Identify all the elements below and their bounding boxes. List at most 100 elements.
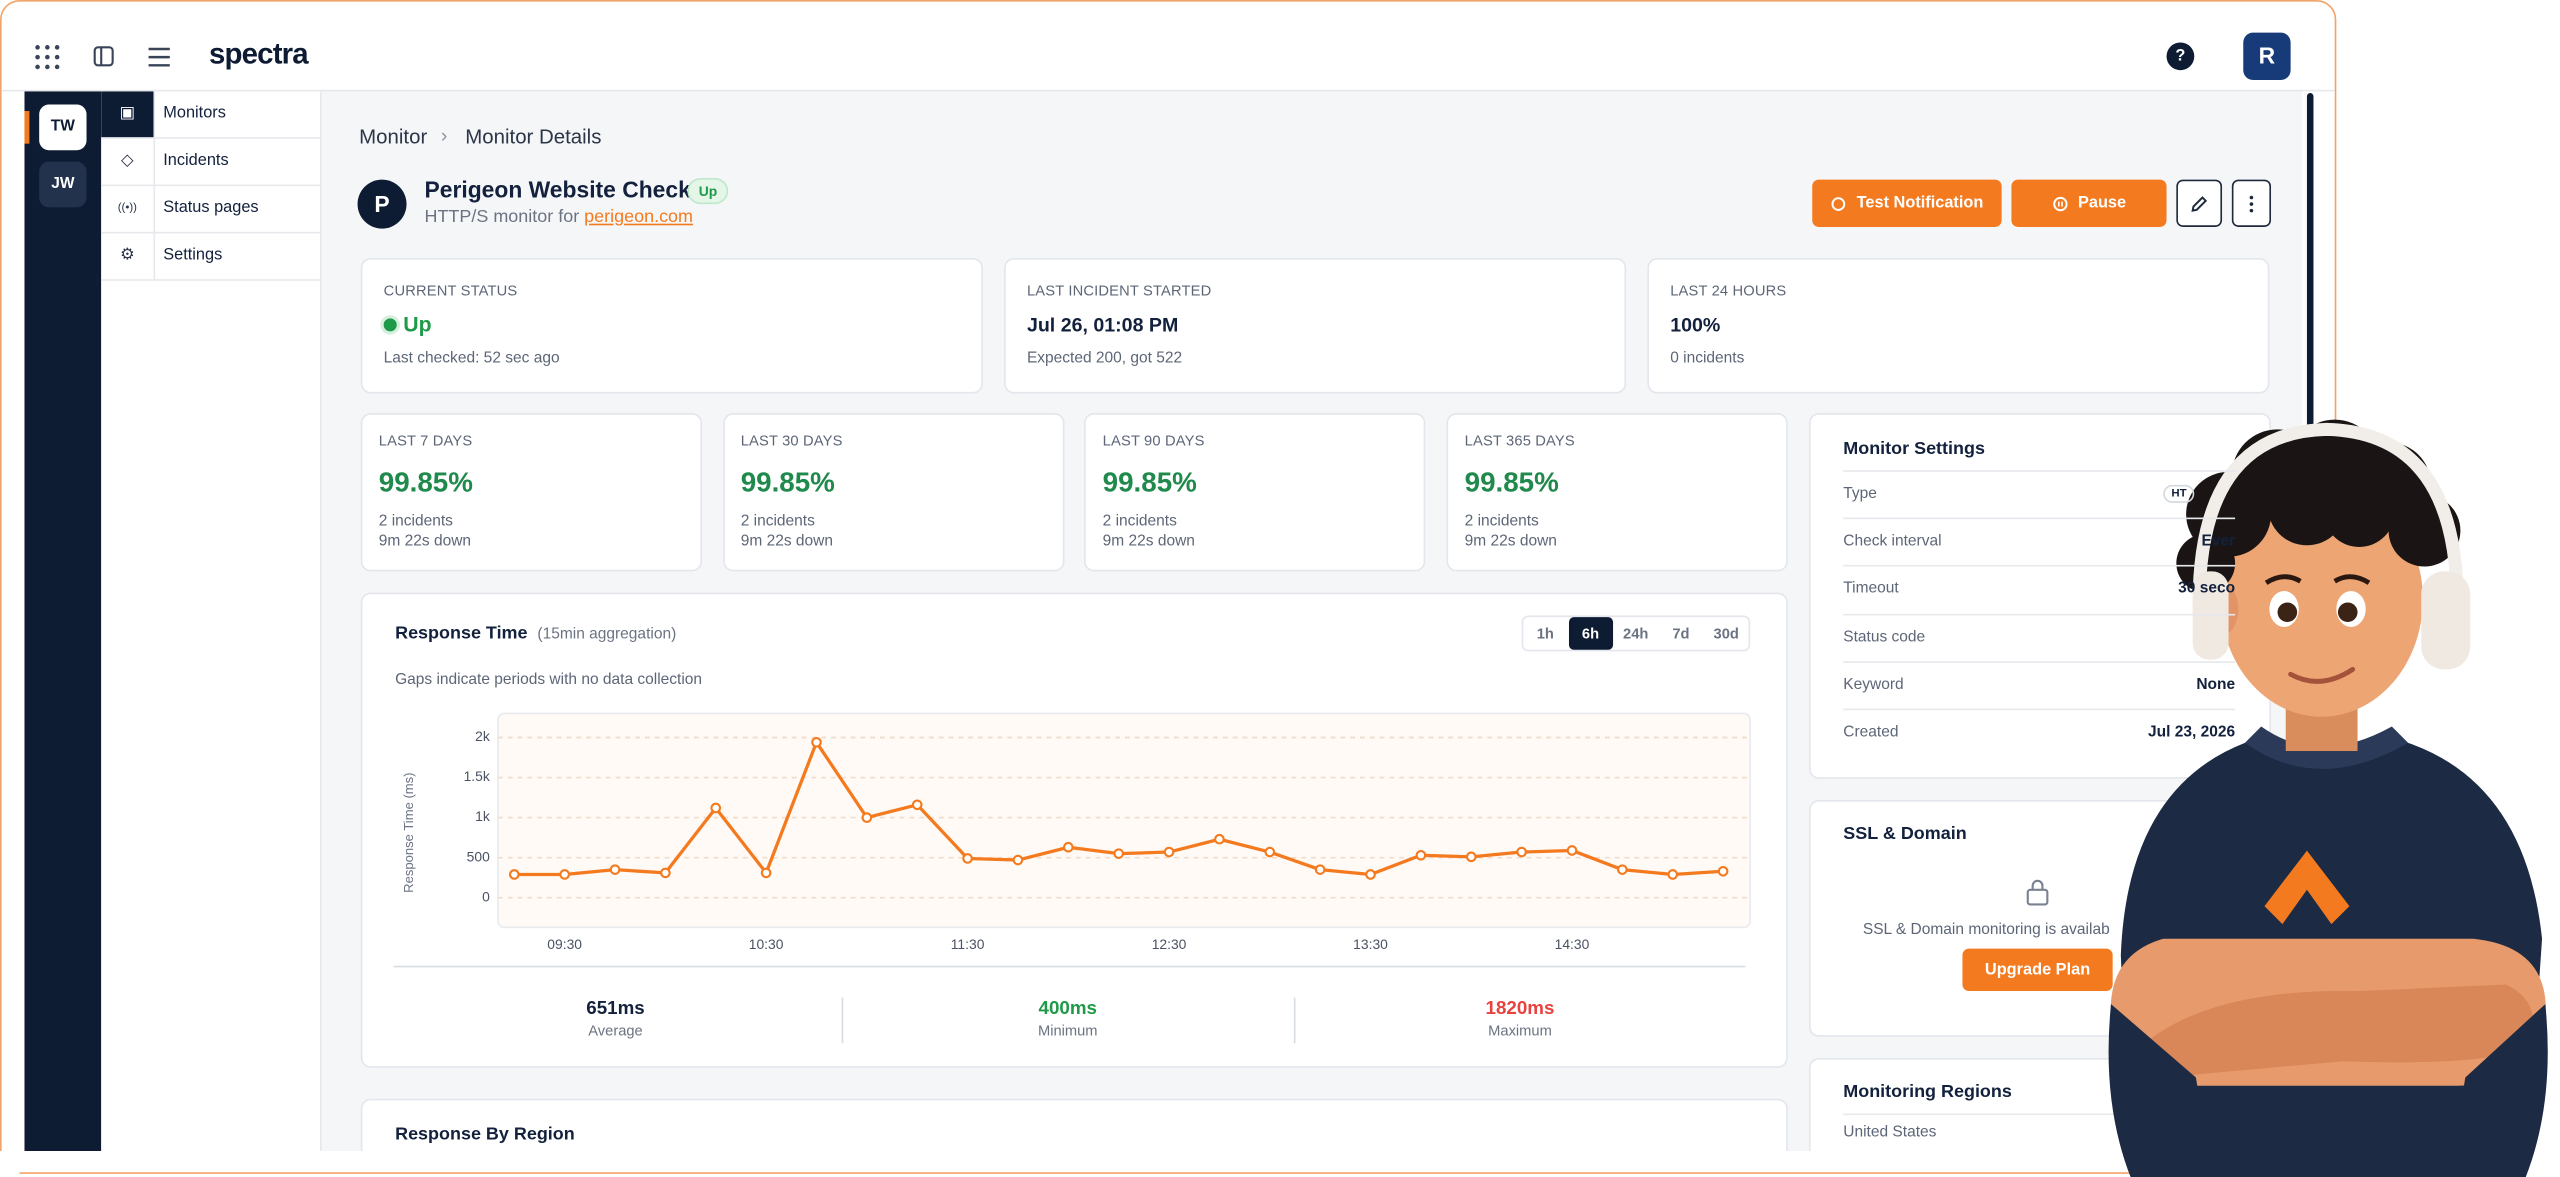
nav-item[interactable]: Settings: [163, 246, 223, 265]
rail-indicator: [24, 111, 30, 144]
setting-label: Created: [1843, 723, 1899, 742]
edit-icon: [2191, 195, 2208, 212]
data-point: [609, 864, 621, 875]
y-tick-label: 1k: [475, 808, 490, 824]
uptime-card: [1446, 413, 1788, 572]
settings-divider: [1843, 708, 2236, 711]
uptime-value: 99.85%: [378, 466, 473, 498]
subtitle-text: HTTP/S monitor for: [424, 207, 580, 227]
card-label: LAST 24 HOURS: [1670, 282, 1787, 299]
sidebar-toggle-icon[interactable]: [93, 46, 114, 67]
apps-icon[interactable]: [35, 45, 60, 70]
menu-icon[interactable]: [148, 47, 170, 67]
stat-value: 400ms: [1039, 997, 1097, 1018]
data-point: [1163, 846, 1175, 858]
settings-divider: [1843, 613, 2236, 615]
stat-value: 1820ms: [1486, 997, 1555, 1018]
logo[interactable]: spectra: [208, 37, 309, 71]
range-button[interactable]: 24h: [1623, 625, 1649, 642]
more-button[interactable]: [2231, 179, 2272, 227]
data-point: [1264, 846, 1276, 858]
nav-row-divider: [101, 231, 320, 234]
incident-count: 2 incidents: [1464, 512, 1539, 531]
breadcrumb-link[interactable]: Monitor: [359, 125, 428, 149]
data-point: [861, 812, 873, 823]
help-button[interactable]: ?: [2166, 42, 2195, 71]
setting-value: 30 seco: [2178, 580, 2236, 599]
data-point: [660, 867, 671, 879]
range-button[interactable]: 30d: [1713, 625, 1739, 642]
workspace-button[interactable]: TW: [39, 104, 87, 151]
downtime: 9m 22s down: [378, 532, 472, 551]
settings-divider: [1843, 660, 2236, 663]
nav-icon: ▣: [101, 91, 154, 138]
stat-label: Average: [588, 1024, 642, 1040]
monitor-link[interactable]: perigeon.com: [584, 207, 694, 227]
workspace-button[interactable]: JW: [39, 161, 87, 208]
status-dot: [383, 318, 397, 332]
nav-item[interactable]: Status pages: [163, 199, 259, 218]
range-button[interactable]: 1h: [1536, 625, 1554, 642]
setting-label: Keyword: [1843, 675, 1904, 694]
card-note: Last checked: 52 sec ago: [383, 349, 560, 368]
x-tick-label: 10:30: [749, 936, 784, 952]
nav-row-divider: [101, 279, 320, 281]
button-label: Pause: [2077, 194, 2127, 213]
breadcrumb-separator: ›: [440, 124, 448, 147]
card-value: Jul 26, 01:08 PM: [1026, 313, 1179, 337]
incident-count: 2 incidents: [378, 512, 453, 531]
downtime: 9m 22s down: [1102, 532, 1195, 551]
status-badge: Up: [687, 177, 729, 205]
plot-area: [497, 712, 1752, 929]
nav-icon-column-divider: [153, 91, 156, 281]
incident-count: 2 incidents: [1102, 512, 1177, 531]
response-time-chart: 0 500 1k 1.5k 2k Response Time (ms) 09:30 10:30…: [393, 712, 1752, 1044]
settings-divider: [1843, 565, 2236, 568]
topbar-divider: [1, 89, 2335, 92]
range-button[interactable]: 6h: [1568, 617, 1613, 650]
data-point: [1012, 854, 1024, 866]
uptime-card: [360, 413, 703, 572]
x-tick-label: 09:30: [547, 936, 582, 952]
nav-item[interactable]: Monitors: [163, 104, 226, 123]
more-icon: [2249, 194, 2254, 212]
status-card: [360, 257, 983, 394]
data-point: [1365, 869, 1376, 880]
setting-label: Status code: [1843, 627, 1926, 646]
edit-button[interactable]: [2176, 179, 2223, 227]
upgrade-plan-button[interactable]: Upgrade Plan: [1962, 948, 2113, 992]
setting-value: Ever: [2201, 532, 2236, 551]
region-item: United States: [1843, 1123, 1937, 1142]
x-tick-label: 13:30: [1353, 936, 1388, 952]
card-title: Monitoring Regions: [1843, 1082, 2012, 1103]
test-notification-button[interactable]: Test Notification: [1812, 179, 2002, 227]
data-point: [962, 853, 973, 864]
bottom-frame-line: [19, 1172, 2319, 1174]
data-point: [1415, 849, 1427, 861]
data-point: [760, 867, 772, 879]
nav-row-divider: [101, 184, 320, 187]
data-point: [1314, 864, 1326, 875]
setting-label: Check interval: [1843, 532, 1942, 551]
nav-panel: [101, 91, 322, 1152]
nav-item[interactable]: Incidents: [163, 151, 229, 170]
range-button[interactable]: 7d: [1672, 625, 1690, 642]
data-point: [1113, 848, 1124, 859]
toolbar-icons: [35, 45, 170, 70]
nav-icon: ⚙: [120, 246, 135, 265]
title-text: Response Time: [395, 623, 528, 644]
workspace-rail: [24, 91, 102, 1152]
x-tick-label: 12:30: [1152, 936, 1187, 952]
y-axis-label: Response Time (ms): [401, 772, 416, 892]
uptime-value: 99.85%: [1102, 466, 1197, 498]
button-label: Upgrade Plan: [1984, 960, 2091, 979]
x-tick-label: 14:30: [1555, 936, 1590, 952]
stat-label: Maximum: [1488, 1024, 1552, 1040]
pause-button[interactable]: Pause: [2011, 179, 2167, 227]
nav-icon: ◇: [121, 151, 134, 170]
card-divider: [1843, 1113, 2236, 1116]
user-avatar[interactable]: R: [2243, 32, 2291, 80]
uptime-card: [722, 413, 1064, 572]
setting-label: Type: [1843, 484, 1877, 503]
